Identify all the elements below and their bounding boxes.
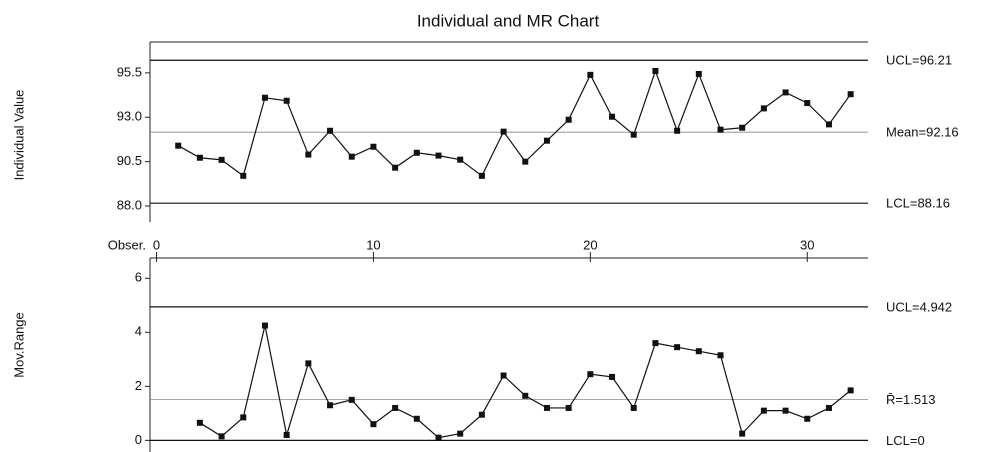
data-point [305,151,312,158]
data-point [695,348,702,355]
control-line-label: UCL=96.21 [886,53,952,68]
data-point [457,156,464,163]
data-point [760,407,767,414]
data-point [739,124,746,131]
chart-title: Individual and MR Chart [417,11,600,30]
data-point [782,407,789,414]
data-line [177,69,852,177]
data-point [327,127,334,134]
data-line [199,325,852,439]
data-point [478,411,485,418]
data-point [652,340,659,347]
x-tick-label: 10 [366,237,380,252]
data-point [435,152,442,159]
data-point [674,344,681,351]
y-tick-label: 95.5 [117,64,142,79]
data-point [565,404,572,411]
data-point [543,404,550,411]
y-tick-label: 6 [135,270,142,285]
data-point [392,164,399,171]
data-point [695,70,702,77]
data-point [500,128,507,135]
y-tick-label: 88.0 [117,197,142,212]
data-point [652,67,659,74]
data-point [717,126,724,133]
data-point [522,392,529,399]
data-point [240,172,247,179]
x-tick-label: 20 [583,237,597,252]
data-point [760,105,767,112]
data-point [630,131,637,138]
data-point [457,430,464,437]
data-point [609,373,616,380]
data-point [609,113,616,120]
control-line-label: LCL=88.16 [886,196,950,211]
data-point [348,396,355,403]
data-point [717,352,724,359]
data-point [370,421,377,428]
data-point [565,116,572,123]
x-tick-label: 30 [800,237,814,252]
data-point [587,71,594,78]
data-point [413,415,420,422]
data-point [478,172,485,179]
data-point [175,142,182,149]
data-point [327,402,334,409]
data-point [392,404,399,411]
data-point [500,372,507,379]
y-tick-label: 93.0 [117,109,142,124]
data-point [261,94,268,101]
data-point [435,434,442,441]
data-point [196,154,203,161]
data-point [370,143,377,150]
data-point [825,121,832,128]
data-point [804,100,811,107]
y-tick-label: 0 [135,432,142,447]
x-axis-title: Obser. [108,237,146,252]
data-point [587,371,594,378]
data-point [825,404,832,411]
data-point [522,158,529,165]
data-point [413,149,420,156]
data-point [847,387,854,394]
y-tick-label: 4 [135,324,142,339]
y-axis-title: Mov.Range [11,312,26,378]
x-tick-label: 0 [153,237,160,252]
data-point [348,153,355,160]
data-point [739,430,746,437]
data-point [782,89,789,96]
control-line-label: LCL=0 [886,433,925,448]
y-tick-label: 90.5 [117,153,142,168]
y-axis-title: Individual Value [11,90,26,181]
data-point [218,433,225,440]
data-point [240,414,247,421]
data-point [283,97,290,104]
data-point [218,156,225,163]
data-point [261,322,268,329]
data-point [283,431,290,438]
control-line-label: UCL=4.942 [886,299,952,314]
y-tick-label: 2 [135,378,142,393]
control-line-label: Mean=92.16 [886,125,959,140]
data-point [543,137,550,144]
data-point [847,91,854,98]
control-line-label: R̄=1.513 [886,392,936,407]
data-point [630,404,637,411]
data-point [305,360,312,367]
data-point [196,419,203,426]
data-point [804,415,811,422]
data-point [674,127,681,134]
